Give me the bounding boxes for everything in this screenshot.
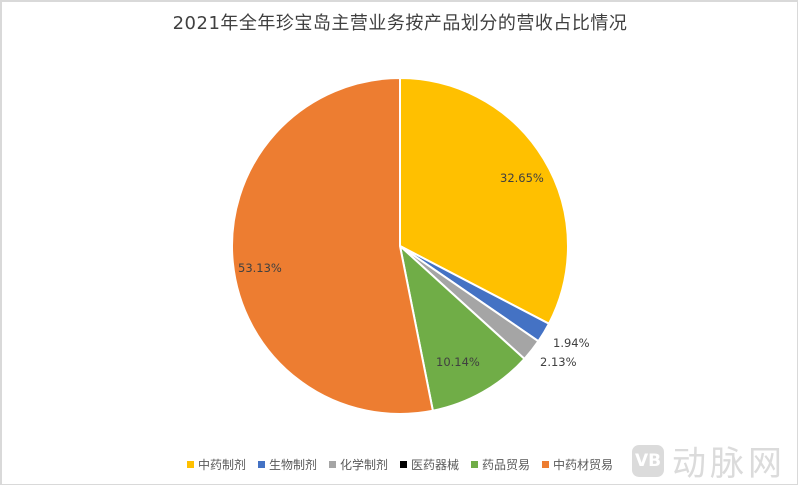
legend-item-yiyao[interactable]: 医药器械 — [400, 456, 459, 473]
label-huaxue: 2.13% — [540, 355, 577, 369]
legend-swatch — [257, 461, 265, 468]
watermark-text: 动脉网 — [672, 444, 786, 484]
legend-label: 药品贸易 — [482, 458, 531, 472]
pie-slice-4[interactable] — [398, 243, 526, 412]
legend-swatch — [471, 461, 479, 468]
legend-label: 中药材贸易 — [553, 458, 614, 472]
legend-item-shengwu[interactable]: 生物制剂 — [257, 456, 317, 473]
label-zhongyao: 32.65% — [500, 171, 544, 185]
legend-item-huaxue[interactable]: 化学制剂 — [328, 456, 388, 473]
chart-title: 2021年全年珍宝岛主营业务按产品划分的营收占比情况 — [172, 13, 628, 34]
legend-label: 化学制剂 — [339, 458, 388, 472]
watermark-logo-icon: VB — [632, 444, 664, 477]
pie-slices — [231, 76, 569, 415]
legend-swatch — [328, 461, 336, 468]
pie-slice-0[interactable] — [399, 76, 569, 326]
label-shengwu: 1.94% — [553, 336, 590, 350]
label-zhongyaocai: 53.13% — [238, 261, 282, 275]
label-yaopin: 10.14% — [436, 355, 480, 369]
legend-label: 中药制剂 — [197, 458, 246, 472]
legend-item-yaopin[interactable]: 药品贸易 — [471, 456, 530, 473]
legend-label: 医药器械 — [411, 458, 460, 472]
legend-swatch — [186, 461, 194, 468]
legend-swatch — [400, 461, 407, 468]
legend-item-zhongyaocai[interactable]: 中药材贸易 — [542, 456, 613, 473]
legend-swatch — [542, 461, 550, 468]
legend-item-zhongyao[interactable]: 中药制剂 — [186, 456, 246, 473]
legend-label: 生物制剂 — [268, 458, 317, 472]
chart-legend: 中药制剂 生物制剂 化学制剂 医药器械 药品贸易 中药材贸易 — [0, 456, 800, 473]
pie-slice-5[interactable] — [231, 76, 435, 415]
watermark: VB 动脉网 — [632, 436, 786, 485]
